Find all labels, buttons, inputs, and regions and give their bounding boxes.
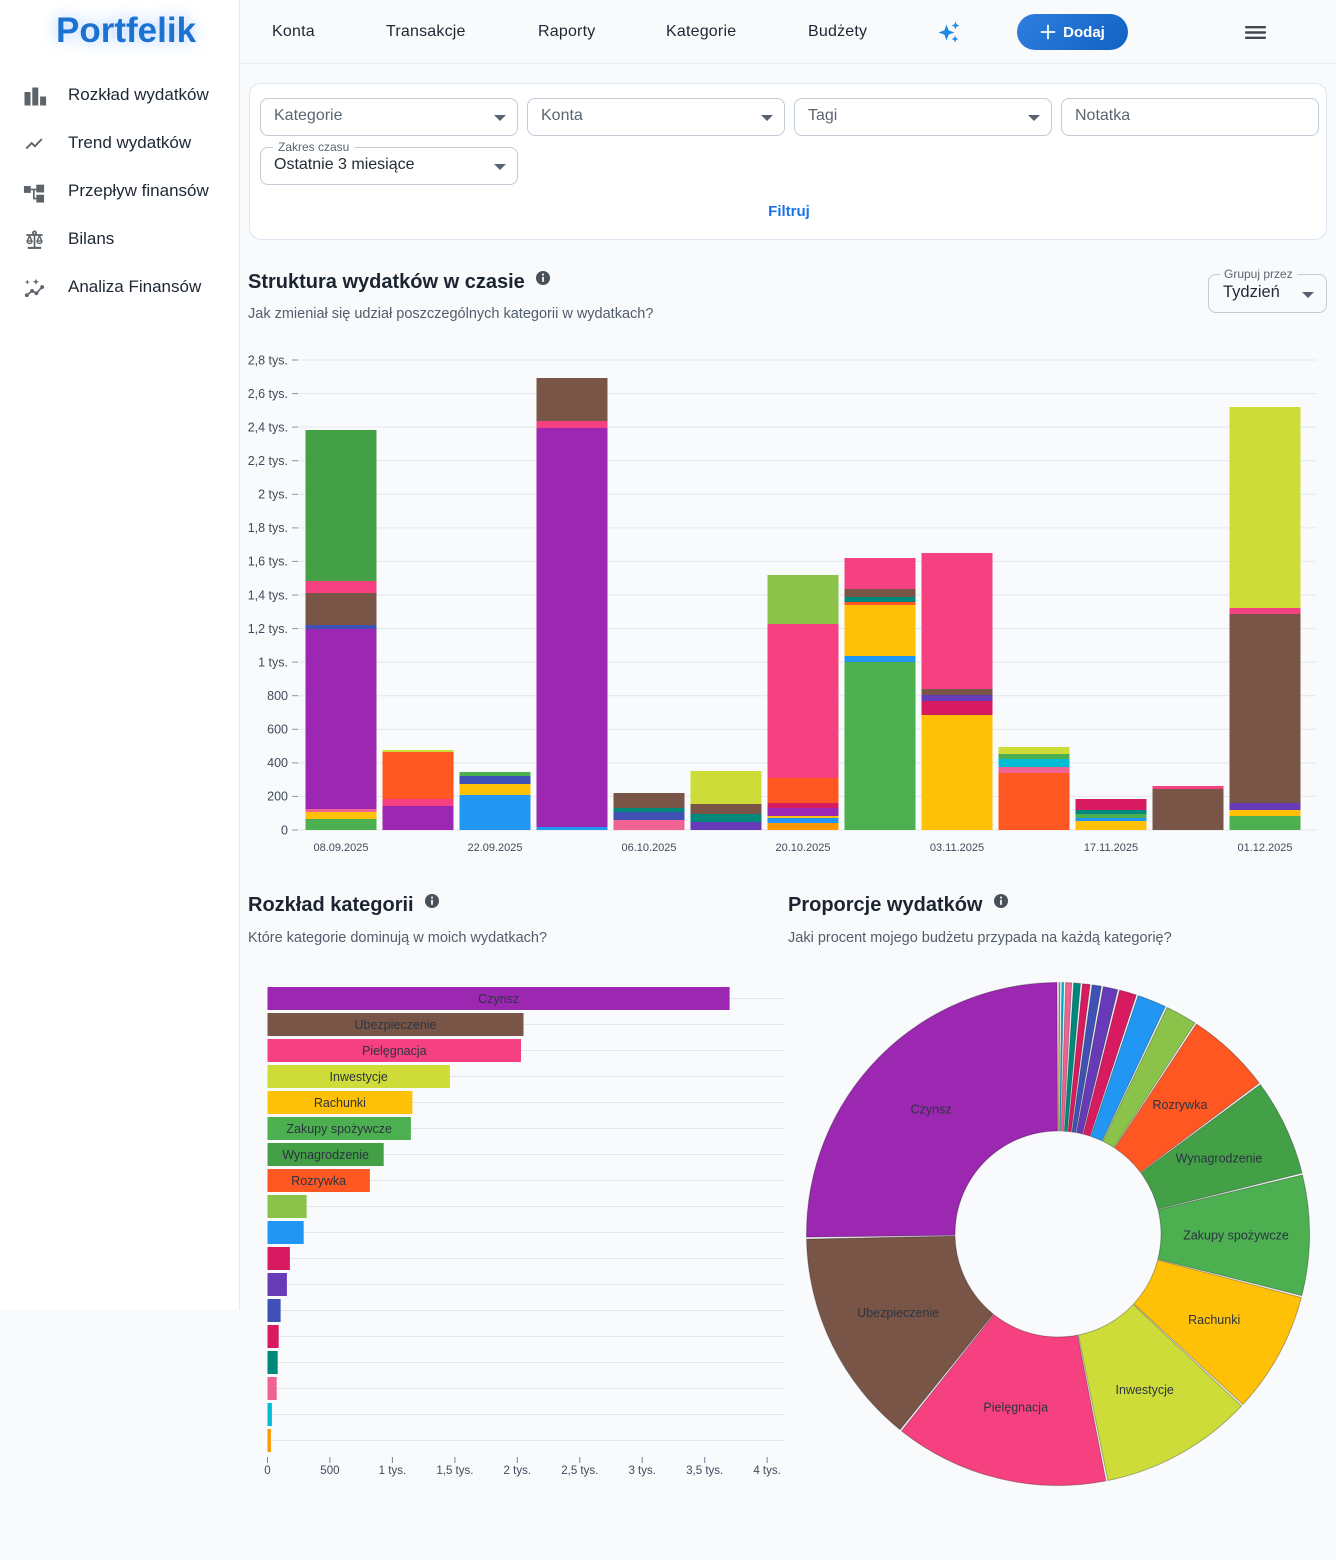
svg-text:400: 400 (267, 756, 288, 770)
svg-text:1 tys.: 1 tys. (258, 655, 288, 669)
svg-text:Pielęgnacja: Pielęgnacja (362, 1044, 427, 1058)
svg-text:Inwestycje: Inwestycje (330, 1070, 388, 1084)
svg-text:Ubezpieczenie: Ubezpieczenie (857, 1306, 939, 1320)
svg-text:01.12.2025: 01.12.2025 (1237, 842, 1292, 854)
svg-text:2 tys.: 2 tys. (504, 1465, 531, 1477)
svg-text:3,5 tys.: 3,5 tys. (686, 1465, 723, 1477)
svg-text:06.10.2025: 06.10.2025 (621, 842, 676, 854)
svg-text:0: 0 (281, 823, 288, 837)
svg-text:2 tys.: 2 tys. (258, 488, 288, 502)
svg-text:1,4 tys.: 1,4 tys. (248, 588, 288, 602)
svg-text:Rachunki: Rachunki (1188, 1313, 1240, 1327)
svg-text:20.10.2025: 20.10.2025 (775, 842, 830, 854)
svg-text:22.09.2025: 22.09.2025 (467, 842, 522, 854)
svg-text:800: 800 (267, 689, 288, 703)
svg-text:1,8 tys.: 1,8 tys. (248, 521, 288, 535)
svg-text:1,5 tys.: 1,5 tys. (436, 1465, 473, 1477)
svg-text:Wynagrodzenie: Wynagrodzenie (282, 1148, 369, 1162)
svg-text:2,8 tys.: 2,8 tys. (248, 353, 288, 367)
svg-text:2,4 tys.: 2,4 tys. (248, 420, 288, 434)
svg-text:1 tys.: 1 tys. (379, 1465, 406, 1477)
svg-text:4 tys.: 4 tys. (753, 1465, 780, 1477)
svg-text:Rozrywka: Rozrywka (1153, 1098, 1208, 1112)
svg-text:Czynsz: Czynsz (911, 1103, 952, 1117)
svg-text:Rozrywka: Rozrywka (291, 1174, 346, 1188)
svg-text:500: 500 (320, 1465, 339, 1477)
svg-text:2,6 tys.: 2,6 tys. (248, 387, 288, 401)
svg-text:3 tys.: 3 tys. (628, 1465, 655, 1477)
svg-text:200: 200 (267, 790, 288, 804)
svg-text:Zakupy spożywcze: Zakupy spożywcze (286, 1122, 392, 1136)
svg-text:08.09.2025: 08.09.2025 (313, 842, 368, 854)
svg-text:Inwestycje: Inwestycje (1116, 1383, 1174, 1397)
svg-text:1,6 tys.: 1,6 tys. (248, 555, 288, 569)
svg-text:2,5 tys.: 2,5 tys. (561, 1465, 598, 1477)
svg-text:17.11.2025: 17.11.2025 (1084, 842, 1138, 854)
svg-text:Rachunki: Rachunki (314, 1096, 366, 1110)
svg-text:Wynagrodzenie: Wynagrodzenie (1176, 1152, 1263, 1166)
svg-text:600: 600 (267, 723, 288, 737)
svg-text:Ubezpieczenie: Ubezpieczenie (355, 1018, 437, 1032)
svg-text:Czynsz: Czynsz (478, 992, 519, 1006)
svg-text:Pielęgnacja: Pielęgnacja (983, 1400, 1048, 1414)
svg-text:0: 0 (264, 1465, 270, 1477)
svg-text:1,2 tys.: 1,2 tys. (248, 622, 288, 636)
svg-text:Zakupy spożywcze: Zakupy spożywcze (1183, 1228, 1289, 1242)
svg-text:03.11.2025: 03.11.2025 (930, 842, 984, 854)
svg-text:2,2 tys.: 2,2 tys. (248, 454, 288, 468)
